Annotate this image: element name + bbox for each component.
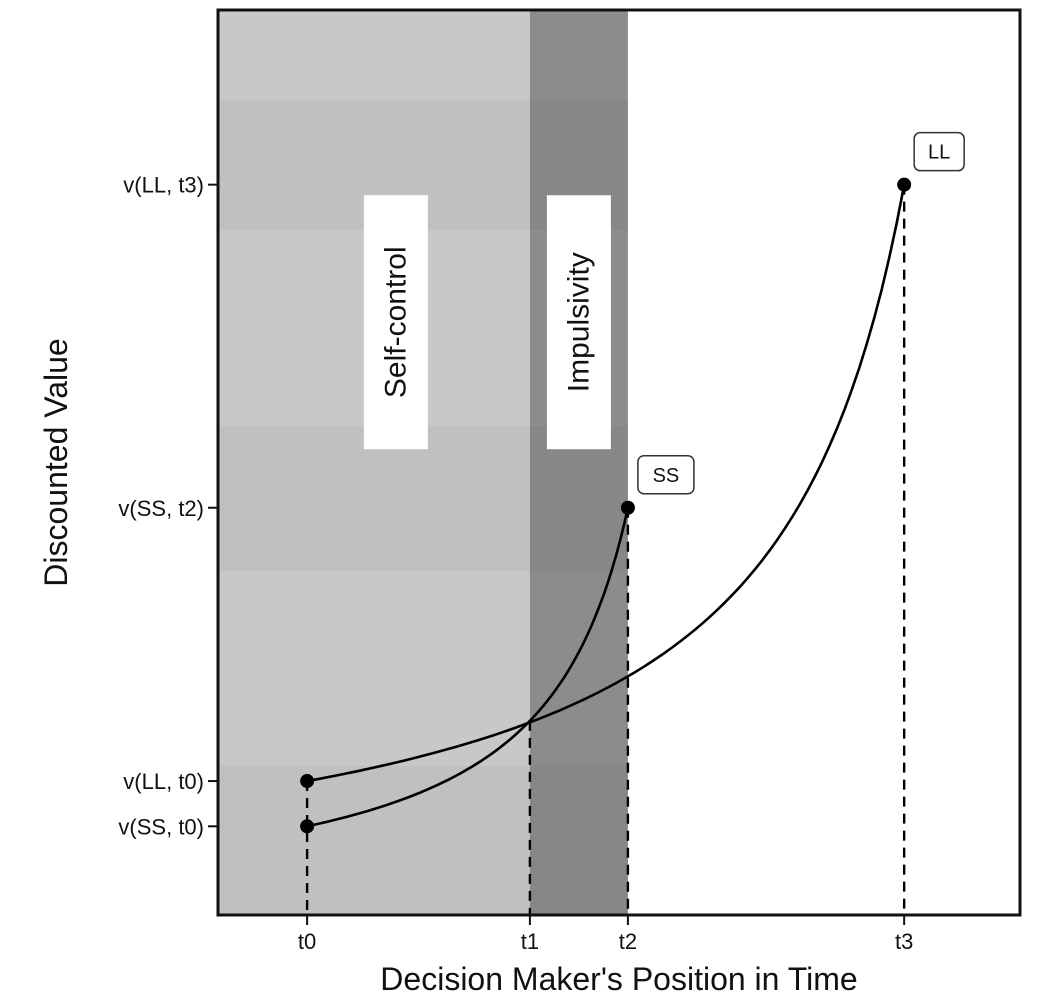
y-tick-label-0: v(LL, t3) — [123, 173, 204, 198]
region-1-fill — [529, 10, 628, 915]
x-axis-ticks: t0 t1 t2 t3 — [298, 915, 913, 954]
dashed-drop-lines — [305, 184, 906, 915]
x-tick-label-t1: t1 — [521, 929, 539, 954]
region-0-label-box — [363, 195, 428, 450]
y-tick-label-3: v(SS, t0) — [118, 814, 204, 839]
point-SS-end — [620, 500, 635, 515]
curve-LL — [306, 184, 906, 783]
y-axis-ticks: v(LL, t3) v(SS, t2) v(LL, t0) v(SS, t0) — [118, 173, 218, 839]
region-1-label-box — [546, 195, 611, 450]
curve-SS — [306, 507, 630, 828]
region-1-label: Impulsivity — [562, 252, 595, 392]
y-axis-title: Discounted Value — [38, 338, 74, 586]
region-0-band — [218, 766, 530, 915]
shaded-regions — [218, 10, 628, 915]
x-axis-title: Decision Maker's Position in Time — [380, 961, 857, 997]
data-points — [300, 177, 912, 834]
tag-SS-box — [637, 455, 695, 495]
plot-frame — [216, 8, 1022, 917]
y-tick-label-2: v(LL, t0) — [123, 769, 204, 794]
region-0-label: Self-control — [379, 246, 412, 398]
region-labels: Self-control Impulsivity — [363, 195, 611, 450]
tag-SS-label: SS — [653, 465, 680, 487]
x-tick-label-t2: t2 — [619, 929, 637, 954]
x-tick-label-t3: t3 — [895, 929, 913, 954]
point-SS-start — [300, 819, 315, 834]
x-tick-label-t0: t0 — [298, 929, 316, 954]
point-LL-end — [897, 177, 912, 192]
y-tick-label-1: v(SS, t2) — [118, 496, 204, 521]
point-tags: SS LL — [637, 131, 965, 495]
region-1-band — [530, 766, 628, 915]
point-LL-start — [300, 774, 315, 789]
tag-LL-label: LL — [928, 142, 950, 164]
discount-curves — [306, 184, 906, 828]
tag-LL-box — [913, 131, 965, 172]
